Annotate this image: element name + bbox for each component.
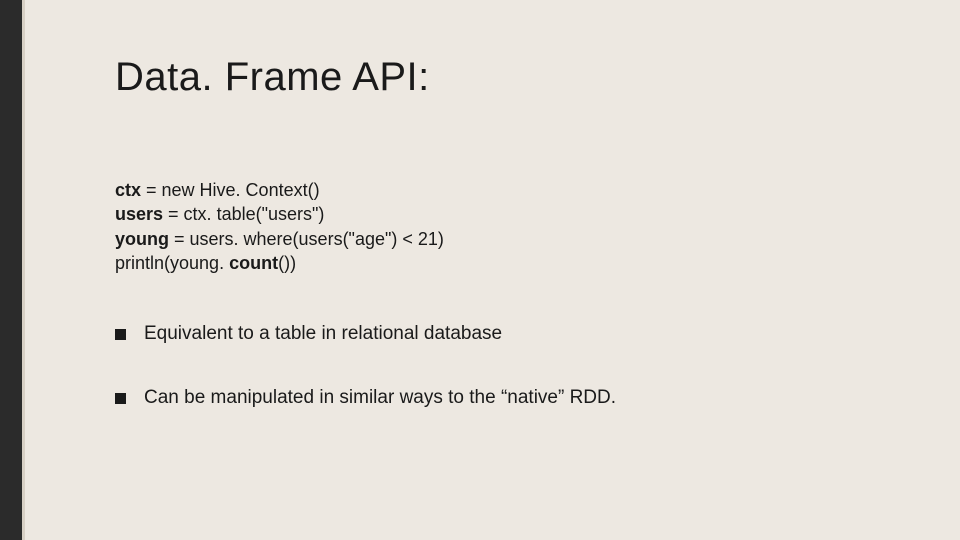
code-line-2: users = ctx. table("users") <box>115 202 875 226</box>
code-bold: users <box>115 204 163 224</box>
code-line-3: young = users. where(users("age") < 21) <box>115 227 875 251</box>
slide-content: Data. Frame API: ctx = new Hive. Context… <box>115 55 875 451</box>
square-bullet-icon <box>115 329 126 340</box>
code-text: ()) <box>278 253 296 273</box>
slide-left-rail <box>0 0 22 540</box>
code-text: println(young. <box>115 253 229 273</box>
list-item: Equivalent to a table in relational data… <box>115 323 875 345</box>
code-text: = ctx. table("users") <box>163 204 324 224</box>
bullet-text: Equivalent to a table in relational data… <box>144 323 502 345</box>
bullet-list: Equivalent to a table in relational data… <box>115 323 875 409</box>
code-block: ctx = new Hive. Context() users = ctx. t… <box>115 178 875 275</box>
code-text: = new Hive. Context() <box>141 180 320 200</box>
code-bold: count <box>229 253 278 273</box>
code-bold: ctx <box>115 180 141 200</box>
code-text: = users. where(users("age") < 21) <box>169 229 444 249</box>
square-bullet-icon <box>115 393 126 404</box>
slide-left-rail-inner <box>22 0 25 540</box>
code-line-1: ctx = new Hive. Context() <box>115 178 875 202</box>
code-bold: young <box>115 229 169 249</box>
code-line-4: println(young. count()) <box>115 251 875 275</box>
list-item: Can be manipulated in similar ways to th… <box>115 387 875 409</box>
bullet-text: Can be manipulated in similar ways to th… <box>144 387 616 409</box>
slide-title: Data. Frame API: <box>115 55 875 100</box>
